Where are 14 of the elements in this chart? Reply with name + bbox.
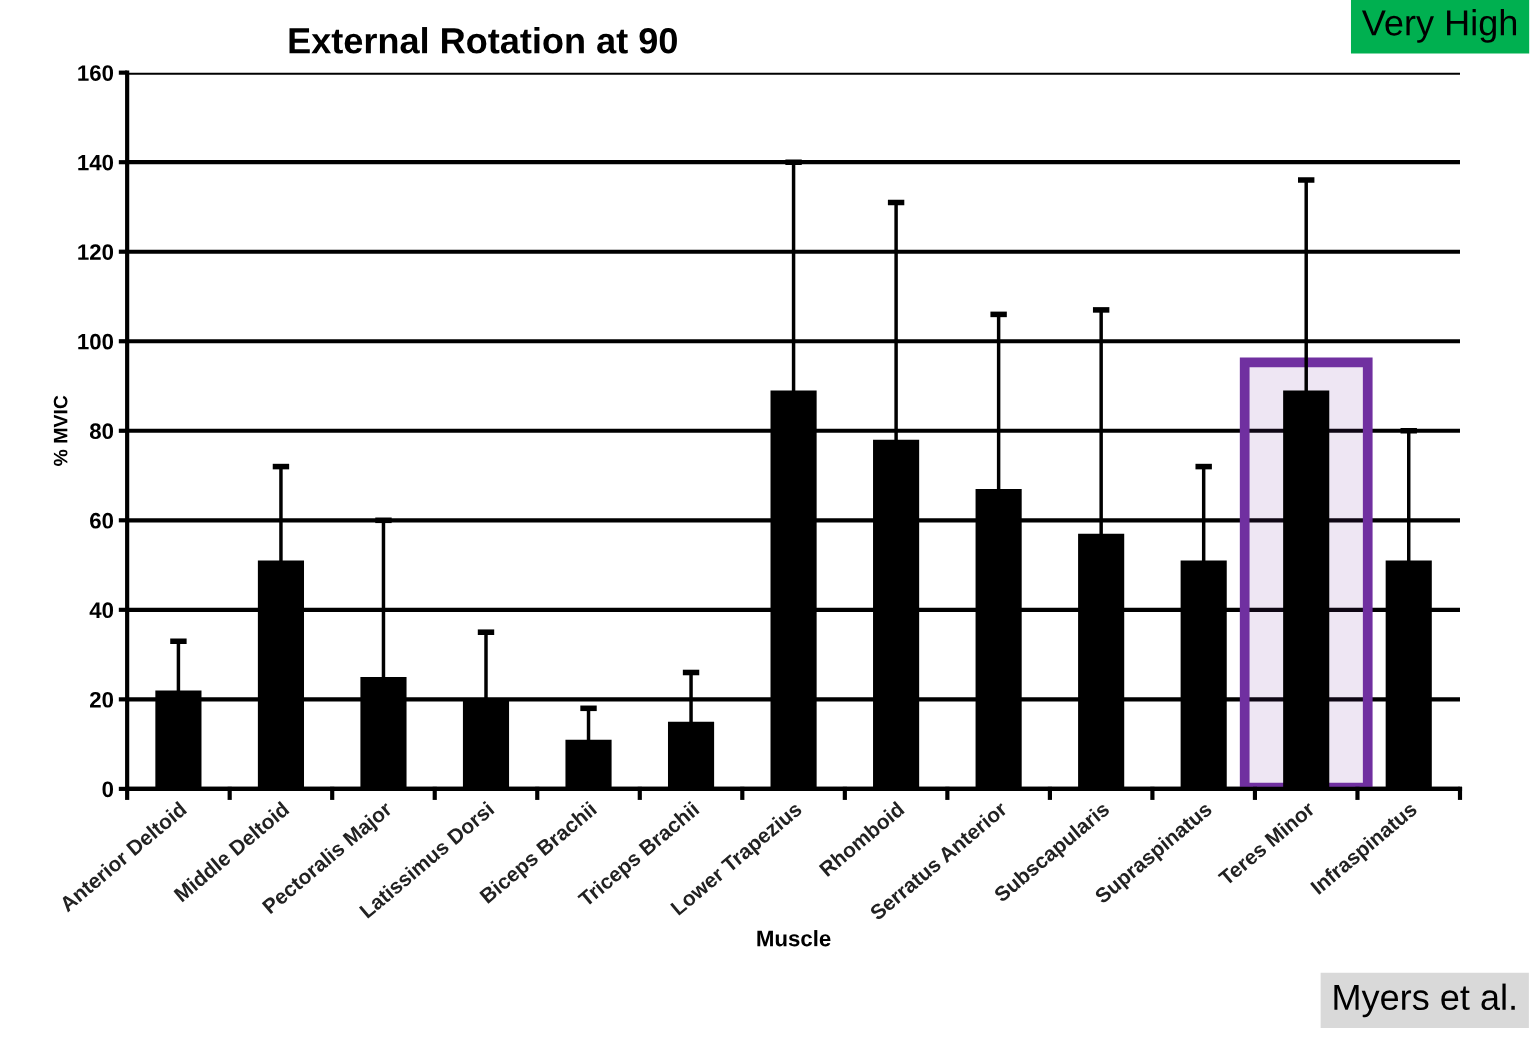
y-axis-title: % MVIC	[53, 395, 68, 466]
chart-title: External Rotation at 90	[289, 27, 677, 54]
text: Very High	[1361, 9, 1517, 43]
y-tick-label: 80	[89, 423, 114, 440]
y-tick-label: 140	[78, 154, 114, 171]
y-tick-label: 120	[78, 244, 114, 260]
y-tick-label: 0	[102, 781, 114, 798]
y-tick-label: 40	[89, 602, 114, 619]
x-axis-title: Muscle	[757, 930, 831, 947]
y-tick-label: 160	[78, 65, 114, 81]
y-tick-label: 60	[90, 512, 114, 529]
y-tick-label: 20	[90, 691, 114, 708]
text: Myers et al.	[1334, 983, 1515, 1018]
y-tick-label: 100	[78, 333, 114, 350]
